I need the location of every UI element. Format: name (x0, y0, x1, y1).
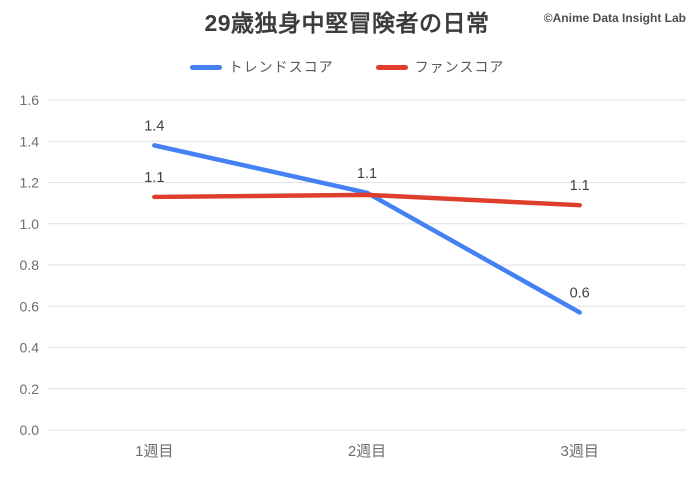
trend-score-data-label: 1.1 (357, 166, 377, 182)
fan-score-line-swatch (375, 64, 408, 70)
y-tick-label: 0.6 (20, 298, 40, 314)
fan-score-line (152, 192, 582, 208)
y-tick-label: 1.0 (20, 216, 40, 232)
watermark: ©Anime Data Insight Lab (543, 11, 686, 25)
chart-title: 29歳独身中堅冒険者の日常 (204, 10, 490, 36)
y-tick-label: 1.2 (20, 175, 40, 191)
x-tick-label: 1週目 (135, 443, 173, 460)
x-tick-label: 3週目 (560, 443, 598, 460)
legend: トレンドスコア ファンスコア (0, 57, 694, 77)
y-tick-label: 0.4 (20, 340, 40, 356)
fan-score-data-label: 1.1 (144, 170, 164, 186)
fan-score-data-label: 1.1 (570, 178, 590, 194)
trend-score-data-label: 0.6 (570, 285, 590, 301)
trend-score-data-label: 1.4 (144, 118, 164, 134)
y-tick-label: 0.0 (20, 422, 40, 438)
y-tick-label: 0.2 (20, 381, 40, 397)
y-tick-label: 1.4 (20, 133, 40, 149)
y-tick-label: 0.8 (20, 257, 40, 273)
x-tick-label: 2週目 (348, 443, 386, 460)
trend-score-line-swatch (189, 64, 222, 70)
legend-item-fan-score[interactable]: ファンスコア (375, 57, 505, 77)
y-tick-label: 1.6 (20, 92, 40, 108)
legend-label-fan-score: ファンスコア (414, 59, 505, 75)
legend-label-trend-score: トレンドスコア (228, 59, 334, 75)
legend-item-trend-score[interactable]: トレンドスコア (189, 57, 334, 77)
